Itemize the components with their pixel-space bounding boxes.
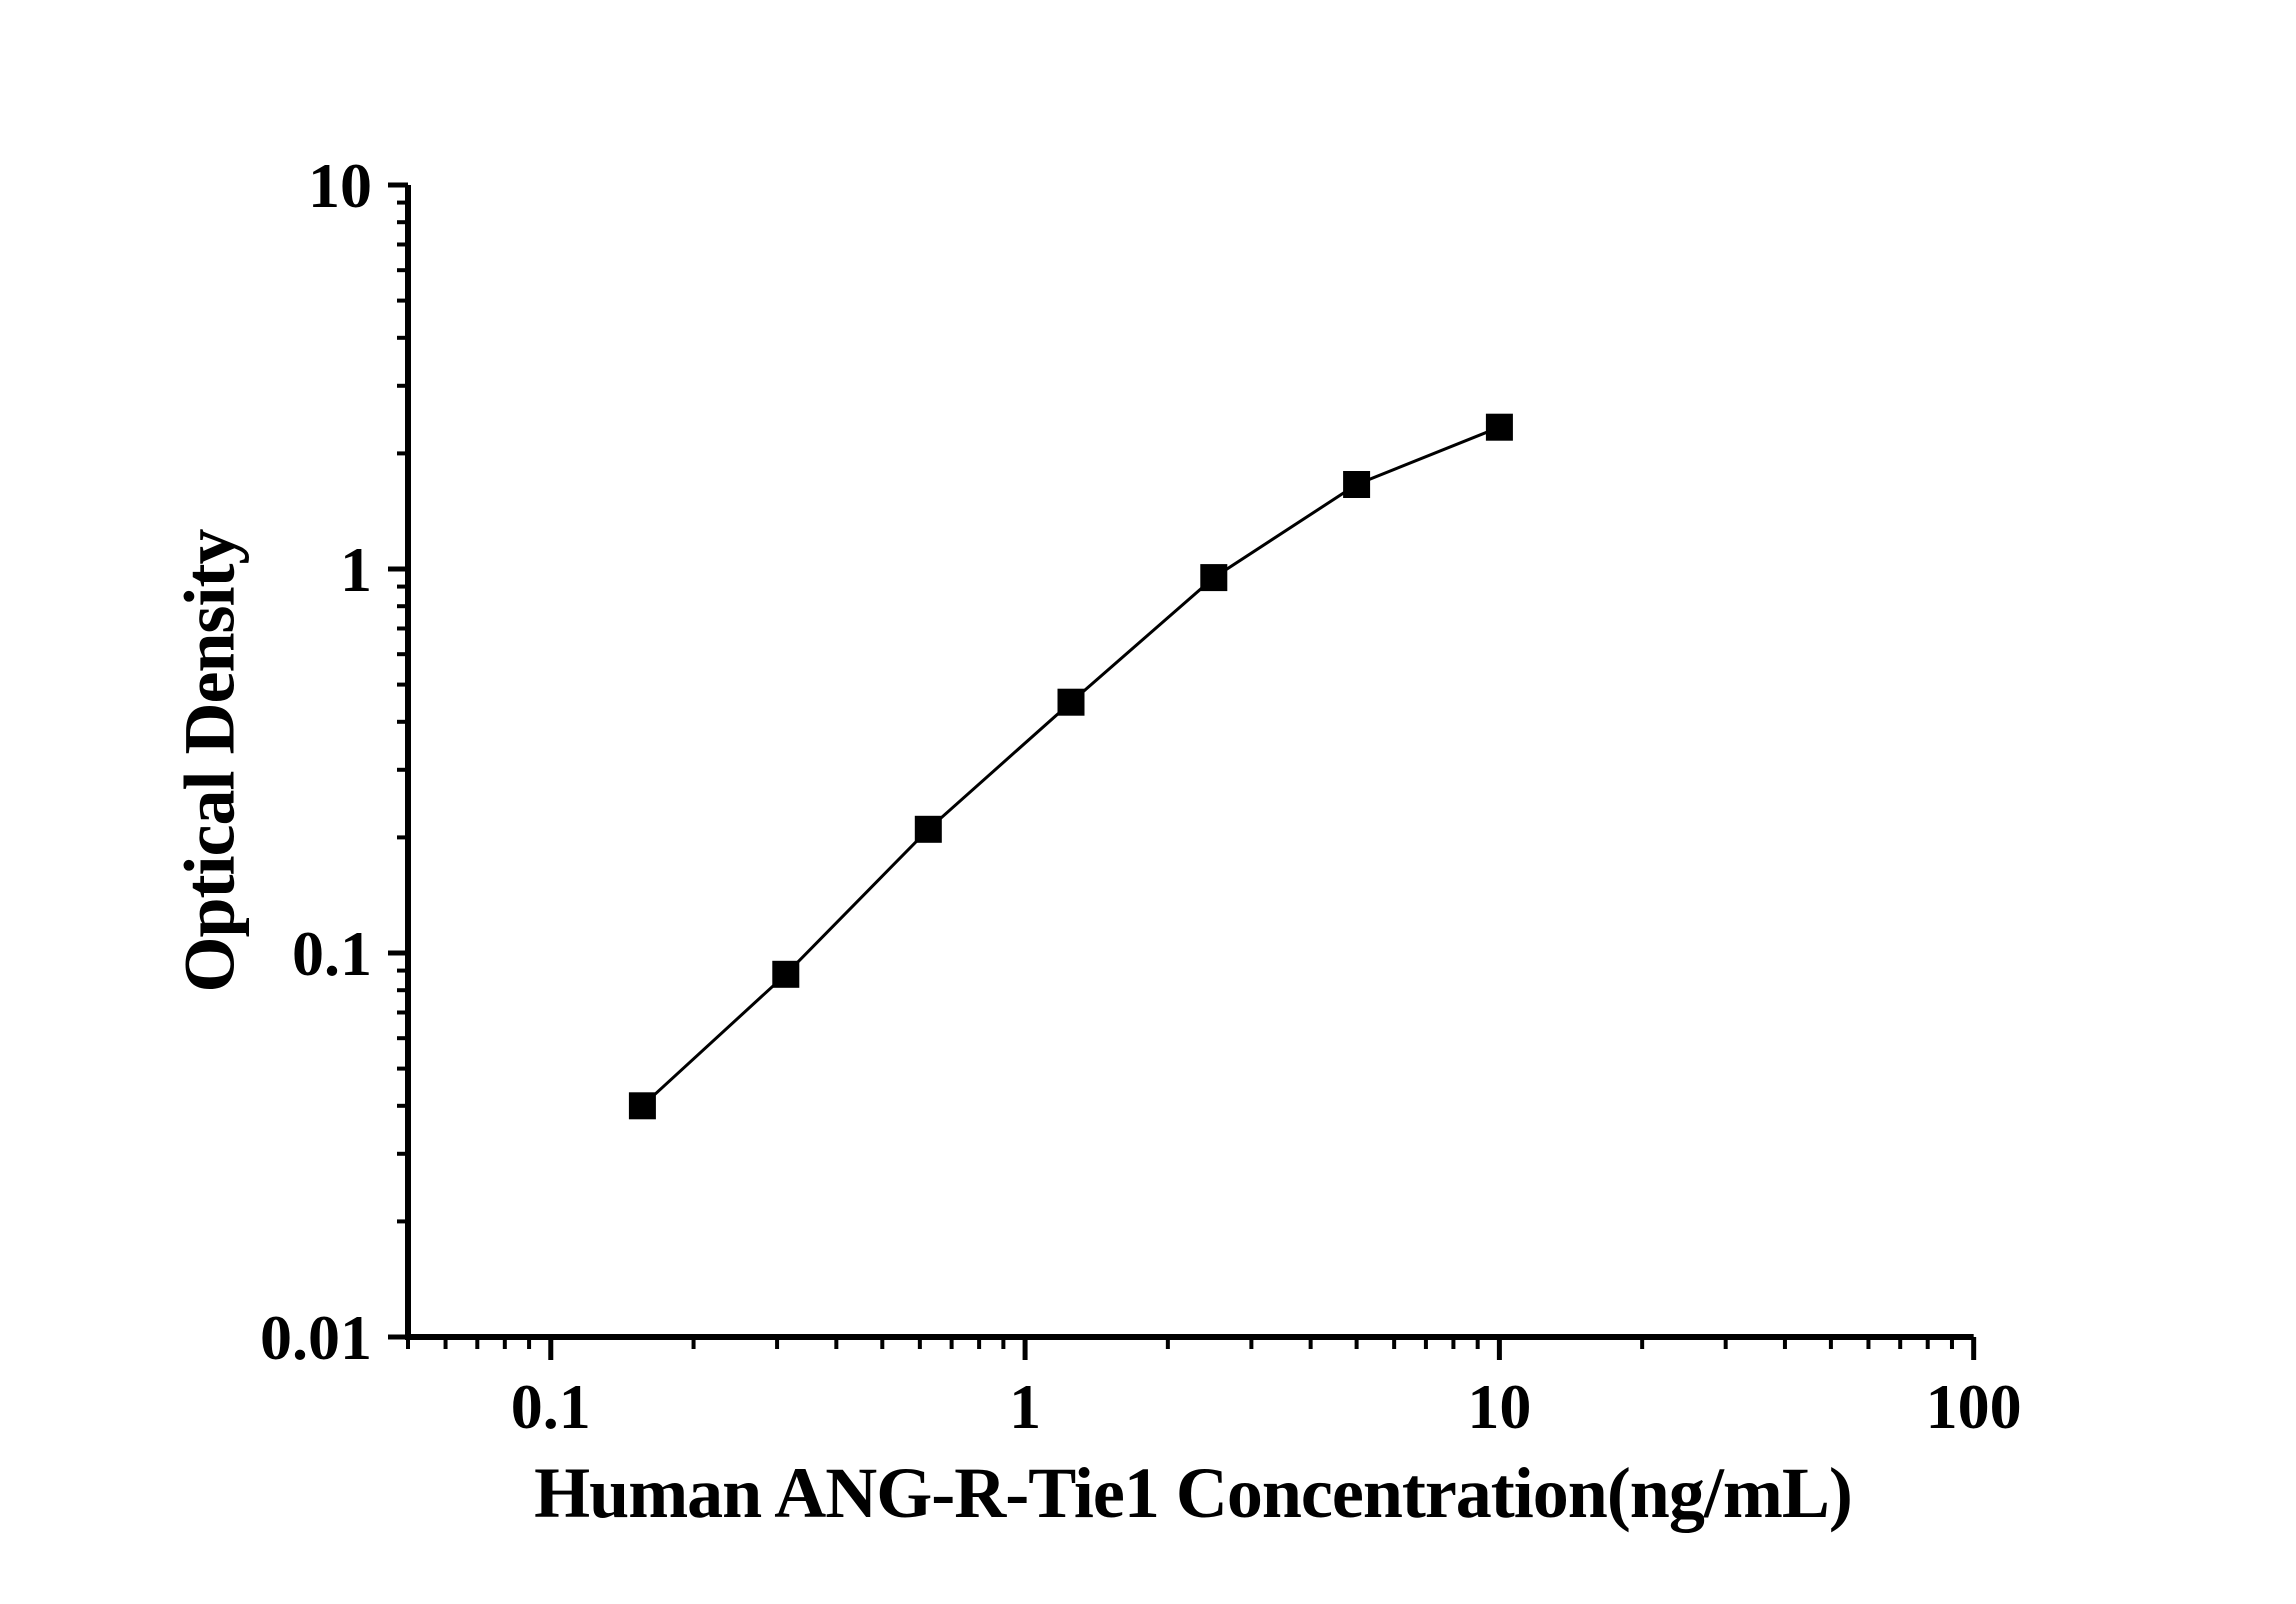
x-tick-label: 1 [1009, 1371, 1041, 1442]
y-tick-label: 1 [340, 534, 372, 605]
y-tick-label: 10 [308, 150, 372, 221]
data-point-marker [1200, 564, 1228, 592]
data-point-marker [1343, 471, 1371, 498]
data-point-marker [1057, 688, 1085, 716]
axes-frame [405, 185, 1974, 1340]
data-point-marker [772, 960, 800, 988]
data-point-marker [628, 1092, 656, 1120]
data-point-marker [914, 815, 942, 843]
y-tick-label: 0.1 [292, 918, 372, 989]
y-axis-title: Optical Density [169, 529, 250, 993]
x-axis-title: Human ANG-R-Tie1 Concentration(ng/mL) [534, 1453, 1853, 1533]
x-tick-label: 10 [1467, 1371, 1531, 1442]
y-tick-label: 0.01 [260, 1302, 372, 1373]
x-tick-label: 0.1 [511, 1371, 591, 1442]
y-axis-ticks: 10 1 0.1 0.01 [260, 150, 408, 1373]
data-series [628, 413, 1513, 1120]
series-line [641, 425, 1500, 1107]
x-axis-ticks: 0.1 1 10 100 [406, 1337, 2022, 1442]
x-tick-label: 100 [1926, 1371, 2022, 1442]
data-point-marker [1485, 413, 1513, 441]
